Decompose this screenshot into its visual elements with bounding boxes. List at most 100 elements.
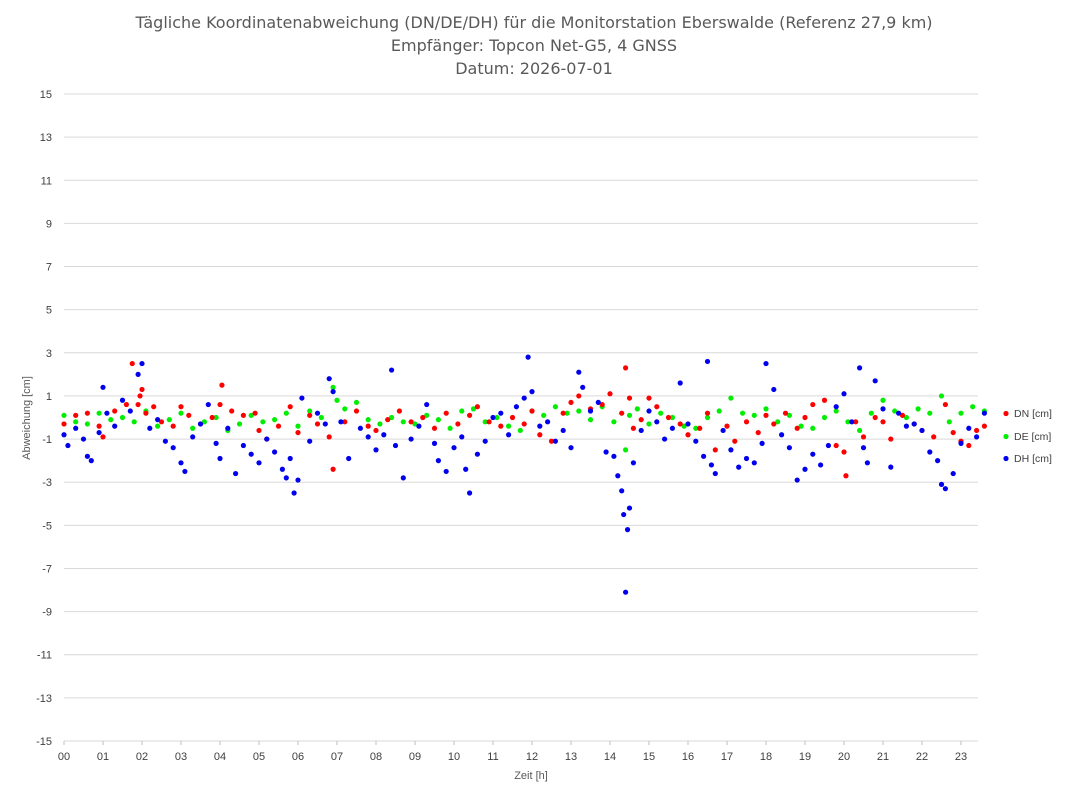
- point-dh-59: [459, 434, 465, 440]
- point-de-37: [482, 419, 488, 425]
- x-tick-label-11: 11: [487, 751, 498, 763]
- point-de-39: [506, 423, 512, 429]
- point-de-23: [330, 384, 336, 390]
- point-dn-85: [843, 473, 849, 479]
- point-dn-48: [509, 414, 516, 421]
- point-dn-71: [712, 447, 718, 453]
- point-de-16: [248, 412, 254, 418]
- point-dh-65: [498, 410, 504, 416]
- point-dh-95: [685, 421, 691, 427]
- point-de-3: [96, 410, 102, 416]
- point-dh-8: [104, 410, 110, 416]
- point-dn-96: [950, 429, 956, 436]
- y-tick-label-11: -7: [42, 563, 52, 575]
- point-dh-45: [357, 425, 363, 431]
- point-dn-0: [61, 421, 67, 427]
- point-de-68: [833, 408, 839, 414]
- point-dh-123: [880, 406, 886, 412]
- point-dn-78: [782, 410, 789, 416]
- point-dh-118: [849, 419, 855, 425]
- y-axis-ticks: 15 13 11 9 7 5 3 1 -1 -3 -5 -7 -9 -11 -13 -15: [36, 89, 52, 748]
- point-dn-70: [704, 410, 711, 416]
- point-de-67: [821, 414, 828, 421]
- point-dn-63: [638, 417, 644, 423]
- point-dh-83: [619, 488, 625, 494]
- point-dh-6: [96, 429, 102, 436]
- point-dn-82: [821, 397, 828, 403]
- point-dh-56: [435, 458, 441, 464]
- point-dn-36: [373, 427, 379, 434]
- point-de-78: [946, 419, 952, 425]
- point-dn-47: [498, 423, 504, 429]
- point-de-79: [958, 410, 964, 416]
- point-de-0: [61, 412, 67, 418]
- chart-title: Tägliche Koordinatenabweichung (DN/DE/DH…: [134, 13, 932, 78]
- point-dn-35: [365, 423, 371, 429]
- point-de-13: [213, 414, 219, 421]
- point-dh-34: [287, 455, 293, 462]
- point-dh-92: [662, 436, 668, 442]
- x-tick-label-13: 13: [565, 751, 577, 763]
- y-tick-label-9: -3: [42, 477, 52, 489]
- point-dh-66: [506, 432, 512, 438]
- point-dh-136: [974, 434, 980, 440]
- point-de-77: [938, 393, 945, 399]
- data-points: [61, 354, 988, 595]
- point-dh-69: [525, 354, 531, 360]
- point-dn-4: [100, 434, 106, 440]
- point-de-4: [108, 417, 114, 423]
- point-de-74: [903, 414, 910, 421]
- point-dn-84: [841, 449, 847, 455]
- point-de-50: [626, 412, 633, 418]
- legend-marker-2: [1003, 455, 1009, 462]
- point-dn-88: [872, 414, 878, 421]
- point-dn-12: [151, 404, 157, 410]
- point-dn-33: [342, 419, 348, 425]
- point-dn-11: [143, 410, 149, 416]
- point-dh-134: [958, 440, 964, 446]
- point-de-27: [365, 417, 371, 423]
- point-dh-110: [786, 445, 793, 451]
- point-de-54: [669, 414, 676, 421]
- y-tick-label-7: 1: [46, 391, 52, 403]
- point-dh-99: [708, 462, 715, 468]
- point-dh-94: [677, 380, 683, 386]
- y-tick-label-5: 5: [46, 305, 52, 317]
- point-dh-23: [213, 440, 219, 446]
- point-dh-96: [693, 438, 699, 444]
- y-tick-label-8: -1: [42, 434, 52, 446]
- point-dh-55: [431, 440, 438, 446]
- point-de-15: [236, 421, 243, 427]
- point-dh-5: [88, 458, 94, 464]
- point-de-25: [342, 406, 348, 412]
- point-dh-102: [728, 447, 734, 453]
- x-tick-label-7: 07: [331, 751, 343, 763]
- point-dh-112: [802, 466, 808, 472]
- point-dn-79: [794, 425, 800, 431]
- point-dh-115: [825, 442, 832, 449]
- point-dh-90: [646, 408, 652, 414]
- point-dh-106: [759, 440, 765, 446]
- point-de-43: [552, 404, 559, 410]
- point-de-26: [353, 399, 360, 406]
- point-dn-99: [974, 427, 980, 434]
- y-tick-label-0: 15: [40, 89, 52, 101]
- point-dn-31: [326, 434, 332, 440]
- point-dh-31: [272, 449, 278, 455]
- point-dh-114: [818, 462, 824, 468]
- y-tick-label-12: -9: [42, 607, 52, 619]
- y-tick-label-2: 11: [41, 175, 52, 187]
- x-tick-label-2: 02: [136, 751, 148, 763]
- point-dh-78: [587, 408, 594, 414]
- point-dh-130: [935, 458, 941, 464]
- point-de-22: [318, 414, 324, 421]
- point-de-35: [459, 408, 465, 414]
- point-dn-34: [353, 408, 360, 414]
- point-dn-30: [314, 421, 321, 427]
- point-de-66: [810, 425, 816, 431]
- y-tick-label-13: -11: [37, 650, 52, 662]
- point-dn-68: [685, 432, 691, 438]
- point-dn-21: [229, 408, 235, 414]
- point-de-8: [155, 423, 161, 429]
- point-dh-68: [521, 395, 527, 401]
